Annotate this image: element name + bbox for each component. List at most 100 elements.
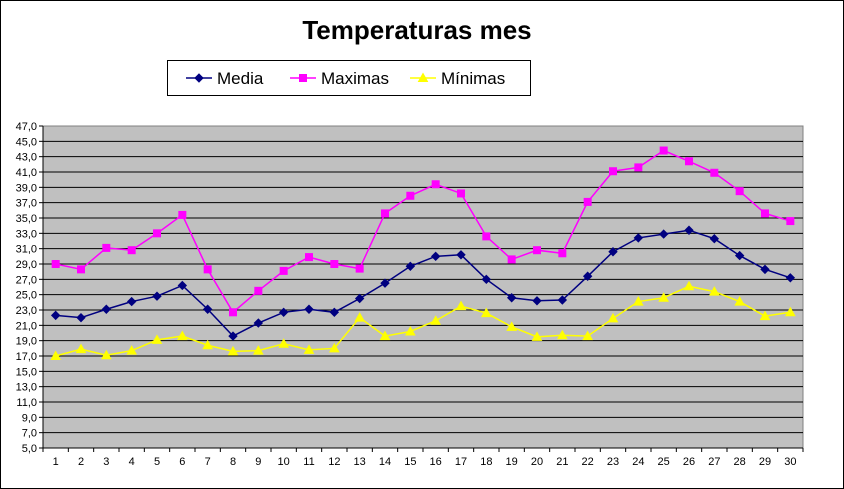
y-tick-label: 43,0: [16, 152, 37, 164]
x-tick-label: 29: [759, 456, 771, 468]
data-point-1: [557, 295, 568, 305]
x-tick-label: 28: [734, 456, 746, 468]
data-point-2: [609, 167, 617, 176]
y-tick-label: 47,0: [16, 121, 37, 133]
data-point-1: [684, 225, 694, 235]
x-tick-label: 22: [582, 456, 594, 468]
data-point-3: [227, 345, 239, 356]
data-point-1: [785, 273, 796, 283]
data-point-2: [102, 243, 111, 252]
data-point-3: [176, 330, 188, 341]
data-point-3: [708, 286, 720, 296]
data-point-2: [659, 146, 668, 155]
data-point-3: [683, 280, 695, 291]
y-tick-label: 45,0: [16, 136, 37, 148]
data-point-1: [430, 251, 441, 262]
data-point-2: [507, 255, 516, 264]
data-point-2: [127, 246, 136, 255]
y-tick-label: 11,0: [16, 397, 37, 409]
data-point-3: [607, 312, 619, 323]
data-point-1: [101, 304, 112, 314]
data-point-3: [582, 330, 594, 341]
y-tick-label: 37,0: [16, 198, 37, 210]
series-line-1: [55, 229, 791, 337]
x-tick-label: 26: [683, 456, 695, 468]
legend-marker-2: [299, 74, 307, 82]
data-point-2: [203, 265, 212, 274]
data-point-2: [735, 187, 744, 196]
x-tick-label: 13: [354, 456, 366, 468]
x-tick-label: 15: [404, 456, 416, 468]
y-tick-label: 33,0: [16, 228, 37, 240]
data-point-1: [278, 307, 289, 318]
data-point-2: [761, 209, 769, 218]
data-point-1: [658, 229, 669, 239]
data-point-2: [786, 217, 795, 226]
data-point-3: [556, 329, 568, 340]
data-point-1: [633, 233, 644, 243]
x-tick-label: 21: [556, 456, 568, 468]
data-point-1: [582, 271, 593, 281]
data-point-2: [482, 232, 491, 241]
x-tick-label: 20: [531, 456, 543, 468]
x-tick-label: 11: [303, 456, 314, 468]
data-point-1: [380, 278, 390, 288]
chart-legend: [167, 60, 531, 96]
y-tick-label: 29,0: [16, 259, 37, 271]
data-point-3: [252, 345, 264, 355]
data-point-1: [126, 296, 137, 307]
data-point-2: [77, 265, 85, 274]
data-point-3: [202, 339, 214, 350]
data-point-1: [608, 247, 618, 257]
x-tick-label: 23: [607, 456, 619, 468]
data-point-2: [710, 168, 719, 177]
data-point-1: [506, 293, 517, 303]
x-tick-label: 2: [78, 456, 84, 468]
data-point-3: [151, 334, 163, 344]
data-point-1: [177, 280, 188, 291]
y-tick-label: 31,0: [16, 244, 37, 256]
data-point-3: [734, 296, 746, 306]
data-point-2: [634, 163, 643, 172]
data-point-1: [253, 318, 264, 328]
x-tick-label: 16: [430, 456, 442, 468]
x-tick-label: 12: [328, 456, 340, 468]
data-point-1: [152, 291, 162, 301]
legend-marker-1: [194, 73, 204, 83]
data-point-3: [126, 345, 138, 355]
y-tick-label: 27,0: [16, 274, 37, 286]
data-point-3: [632, 296, 644, 306]
data-point-2: [254, 286, 263, 295]
data-point-2: [558, 249, 567, 258]
data-point-1: [228, 331, 238, 341]
data-point-2: [457, 189, 465, 198]
data-point-3: [531, 331, 543, 341]
y-tick-label: 7,0: [22, 428, 37, 440]
x-tick-label: 4: [129, 456, 135, 468]
data-point-1: [481, 274, 492, 285]
data-point-3: [404, 325, 416, 336]
data-point-1: [760, 264, 770, 275]
x-tick-label: 14: [379, 456, 391, 468]
data-point-3: [278, 338, 290, 348]
data-point-1: [405, 261, 416, 272]
x-tick-label: 10: [278, 456, 290, 468]
data-point-2: [355, 264, 364, 273]
data-point-1: [304, 304, 314, 314]
data-point-1: [532, 296, 542, 306]
data-point-2: [305, 253, 313, 262]
x-tick-label: 18: [480, 456, 492, 468]
plot-area: [42, 125, 804, 449]
x-tick-label: 7: [205, 456, 211, 468]
legend-label-2: Maximas: [321, 69, 389, 88]
y-tick-label: 35,0: [16, 213, 37, 225]
data-point-2: [279, 266, 288, 275]
y-tick-label: 41,0: [16, 167, 37, 179]
x-tick-label: 8: [230, 456, 236, 468]
data-point-3: [506, 321, 518, 331]
x-tick-label: 17: [455, 456, 467, 468]
data-point-3: [658, 292, 670, 302]
y-tick-label: 25,0: [16, 290, 37, 302]
data-point-1: [354, 293, 365, 304]
